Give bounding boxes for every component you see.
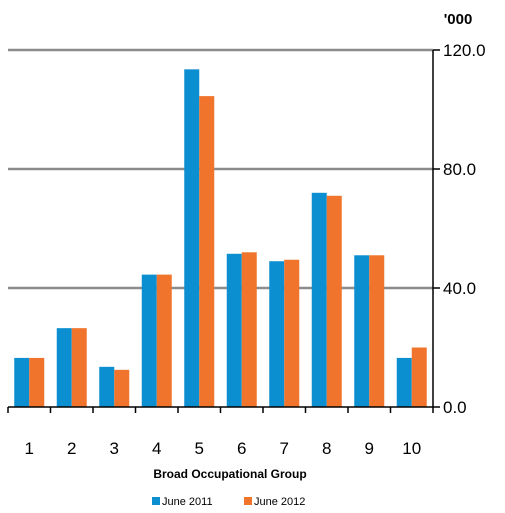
bar-june-2012-6 [241,252,257,407]
bar-june-2012-2 [71,328,87,407]
x-tick-label: 8 [322,439,331,458]
x-tick-label: 10 [402,439,421,458]
gridlines [8,48,433,290]
x-tick-label: 7 [280,439,289,458]
bar-june-2012-5 [199,96,215,408]
bar-june-2011-2 [56,328,72,407]
x-tick-label: 4 [152,439,161,458]
y-tick-label: 120.0 [443,41,486,60]
legend-label: June 2011 [162,496,213,508]
x-tick-label: 6 [237,439,246,458]
y-tick-labels: 0.0 40.0 80.0 120.0 [443,41,486,417]
legend-label: June 2012 [254,496,305,508]
bar-june-2012-4 [156,274,172,407]
bar-june-2011-9 [354,255,370,407]
bars [14,69,427,408]
legend: June 2011 June 2012 [152,496,305,508]
bar-june-2011-4 [141,274,157,407]
bar-june-2011-6 [226,253,242,407]
bar-june-2012-10 [411,347,427,407]
bar-june-2012-1 [29,357,45,407]
bar-june-2011-1 [14,357,30,407]
x-tick-labels: 1 2 3 4 5 6 7 8 9 10 [25,439,422,458]
x-axis-title: Broad Occupational Group [153,467,306,481]
bar-june-2011-5 [184,69,200,408]
x-tick-label: 5 [195,439,204,458]
bar-june-2012-9 [369,255,385,407]
x-tick-label: 1 [25,439,34,458]
bar-june-2012-8 [326,195,342,407]
bar-june-2012-3 [114,369,130,407]
y-tick-label: 0.0 [443,398,467,417]
bar-june-2011-7 [269,261,285,407]
y-tick-label: 40.0 [443,279,476,298]
bar-june-2011-3 [99,366,115,407]
y-tick-label: 80.0 [443,160,476,179]
x-tick-label: 9 [365,439,374,458]
x-tick-label: 2 [67,439,76,458]
unit-label: '000 [444,11,473,28]
x-tick-label: 3 [110,439,119,458]
legend-swatch [244,497,252,505]
axes [7,49,440,413]
bar-june-2011-10 [396,357,412,407]
legend-swatch [152,497,160,505]
bar-june-2012-7 [284,259,300,407]
bar-june-2011-8 [311,192,327,407]
